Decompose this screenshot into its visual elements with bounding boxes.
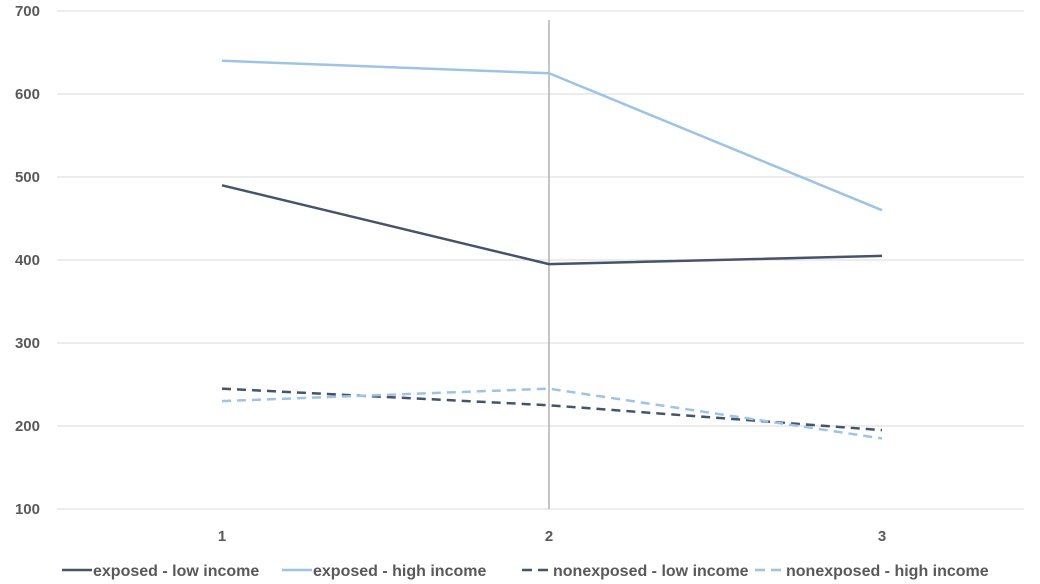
y-tick-label: 600 xyxy=(15,86,40,103)
y-tick-label: 400 xyxy=(15,252,40,269)
legend-entry-label: exposed - high income xyxy=(313,563,486,580)
y-tick-label: 200 xyxy=(15,418,40,435)
series-line-nonexposed-high-income xyxy=(221,387,883,440)
series-line-exposed-high-income xyxy=(221,59,883,212)
series-line-nonexposed-low-income xyxy=(221,387,883,432)
gridlines xyxy=(57,10,1024,510)
y-tick-label: 500 xyxy=(15,169,40,186)
y-tick-label: 700 xyxy=(15,3,40,20)
x-tick-label: 2 xyxy=(545,528,553,545)
series-line-exposed-low-income xyxy=(221,184,883,266)
legend-entry-label: exposed - low income xyxy=(93,563,259,580)
legend-entry-label: nonexposed - low income xyxy=(553,563,749,580)
x-axis-tick-labels: 1 2 3 xyxy=(218,528,886,545)
y-tick-label: 100 xyxy=(15,501,40,518)
legend: exposed - low income exposed - high incom… xyxy=(62,563,989,580)
x-tick-label: 1 xyxy=(218,528,226,545)
series-lines xyxy=(221,59,883,440)
x-tick-label: 3 xyxy=(878,528,886,545)
y-axis-tick-labels: 700 600 500 400 300 200 100 xyxy=(15,3,40,518)
y-tick-label: 300 xyxy=(15,335,40,352)
legend-entry-label: nonexposed - high income xyxy=(786,563,989,580)
